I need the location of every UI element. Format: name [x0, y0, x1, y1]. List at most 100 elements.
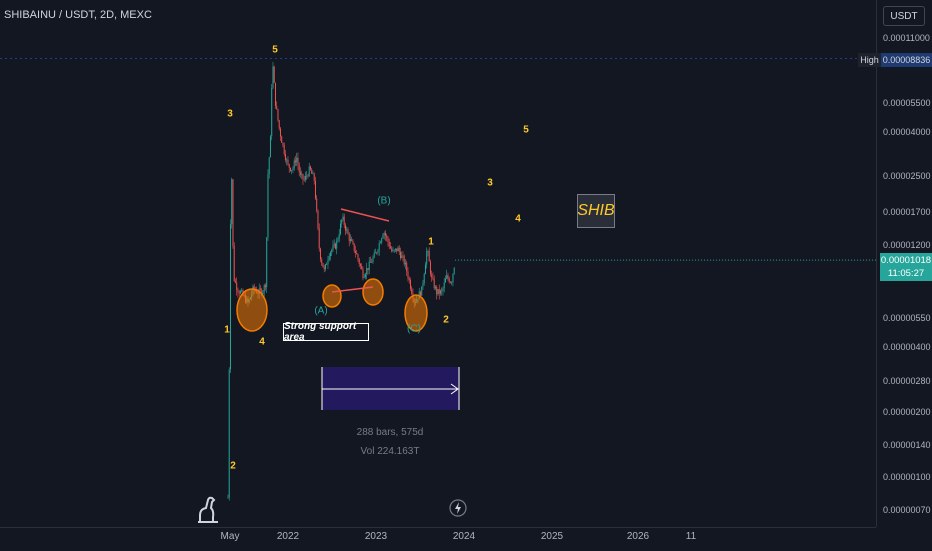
candle-body [377, 250, 379, 253]
candle-body [264, 285, 266, 288]
support-circle-c[interactable] [404, 294, 428, 332]
candle-body [382, 234, 384, 239]
price-tick: 0.00000100 [883, 471, 931, 482]
price-tick: 0.00004000 [883, 127, 931, 138]
wave-label-new-1[interactable]: 1 [428, 236, 434, 248]
wave-label-5[interactable]: 5 [272, 44, 278, 56]
wave-label-c[interactable]: (C) [407, 323, 421, 335]
candle-body [273, 66, 275, 83]
candle-body [384, 232, 386, 236]
candle-body [293, 160, 295, 169]
candle-body [296, 157, 298, 163]
candle-body [391, 248, 393, 252]
wave-label-3[interactable]: 3 [227, 108, 233, 120]
candle-body [409, 280, 411, 289]
candle-body [304, 175, 306, 180]
candle-body [294, 160, 296, 163]
candle-body [234, 281, 236, 283]
candle-body [298, 165, 300, 173]
symbol-title[interactable]: SHIBAINU / USDT, 2D, MEXC [4, 9, 152, 21]
candle-body [451, 282, 453, 284]
price-tick: 0.00002500 [883, 171, 931, 182]
candle-body [284, 154, 286, 160]
support-circle-a[interactable] [322, 284, 342, 308]
time-label-2025: 2025 [540, 531, 564, 542]
support-circle-1[interactable] [236, 288, 268, 332]
candle-body [363, 276, 365, 278]
wave-label-new-3[interactable]: 3 [487, 177, 493, 189]
candle-body [374, 252, 376, 254]
resistance-line[interactable] [340, 208, 390, 222]
candle-body [398, 247, 400, 252]
candle-body [281, 136, 283, 143]
candle-body [318, 228, 320, 249]
price-tick: 0.00000280 [883, 375, 931, 386]
shib-callout[interactable]: SHIB [577, 194, 615, 228]
candle-body [422, 282, 424, 287]
lightning-bolt-icon[interactable] [449, 499, 467, 517]
candle-body [443, 282, 445, 289]
candle-body [336, 240, 338, 249]
candle-body [358, 259, 360, 265]
candle-body [401, 255, 403, 259]
candle-body [311, 169, 313, 174]
price-scale[interactable] [876, 0, 932, 527]
candle-body [403, 256, 405, 265]
candle-body [361, 265, 363, 270]
candle-body [228, 369, 230, 498]
price-tick: 0.00001700 [883, 207, 931, 218]
candle-body [367, 268, 369, 270]
candle-body [267, 174, 269, 238]
candle-body [308, 166, 310, 177]
time-scale[interactable] [0, 527, 876, 551]
candle-body [387, 237, 389, 242]
candle-body [337, 238, 339, 241]
wave-label-1[interactable]: 1 [224, 324, 230, 336]
candle-body [271, 87, 273, 137]
wave-label-4[interactable]: 4 [259, 336, 265, 348]
candle-body [303, 179, 305, 181]
support-line[interactable] [331, 286, 374, 293]
candle-body [313, 173, 315, 181]
price-series [0, 57, 876, 501]
candle-body [272, 66, 274, 88]
candle-body [369, 261, 371, 263]
wave-label-b[interactable]: (B) [377, 195, 391, 207]
candle-body [279, 128, 281, 137]
candle-body [232, 179, 234, 246]
candle-body [302, 174, 304, 180]
candle-body [253, 286, 255, 290]
wave-label-new-2[interactable]: 2 [443, 314, 449, 326]
candle-body [357, 254, 359, 260]
candle-body [344, 225, 346, 231]
candle-body [276, 105, 278, 109]
candle-body [307, 175, 309, 177]
currency-button[interactable]: USDT [883, 6, 925, 26]
candle-body [283, 145, 285, 155]
candle-body [327, 259, 329, 265]
candle-body [432, 277, 434, 280]
candle-body [326, 264, 328, 266]
wave-label-a[interactable]: (A) [314, 305, 328, 317]
candle-body [419, 291, 421, 296]
support-circle-b[interactable] [362, 278, 384, 306]
measure-volume-text: Vol 224.163T [360, 446, 420, 457]
candle-body [386, 235, 388, 238]
candle-body [406, 262, 408, 272]
tradingview-logo-icon[interactable] [196, 495, 220, 523]
price-tick: 0.00011000 [883, 33, 930, 43]
candle-body [309, 166, 311, 170]
candle-body [263, 285, 265, 293]
support-area-callout[interactable]: Strong support area [283, 321, 369, 343]
wave-label-new-5[interactable]: 5 [523, 124, 529, 136]
candle-body [236, 282, 238, 291]
candle-body [438, 289, 440, 294]
candle-body [394, 248, 396, 250]
candle-body [427, 251, 429, 252]
chart-canvas[interactable] [0, 0, 876, 527]
candle-body [392, 250, 394, 252]
wave-label-new-4[interactable]: 4 [515, 213, 521, 225]
wave-label-2[interactable]: 2 [230, 460, 236, 472]
candle-body [352, 240, 354, 244]
